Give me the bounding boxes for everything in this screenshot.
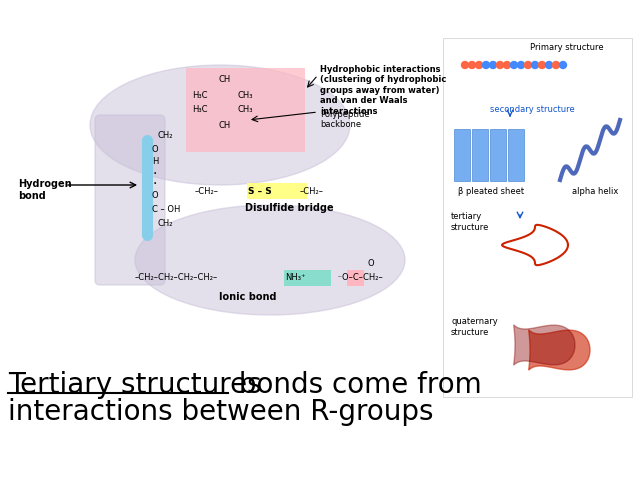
- FancyBboxPatch shape: [284, 270, 331, 286]
- Text: Ionic bond: Ionic bond: [220, 292, 276, 302]
- Text: Hydrophobic interactions
(clustering of hydrophobic
groups away from water)
and : Hydrophobic interactions (clustering of …: [320, 65, 446, 116]
- Text: CH: CH: [219, 75, 231, 84]
- Text: ·: ·: [152, 167, 156, 181]
- Text: ⁻O–C–CH₂–: ⁻O–C–CH₂–: [335, 274, 383, 283]
- Text: C – OH: C – OH: [152, 205, 180, 215]
- Text: Disulfide bridge: Disulfide bridge: [245, 203, 333, 213]
- Text: NH₃⁺: NH₃⁺: [285, 274, 305, 283]
- FancyBboxPatch shape: [454, 129, 470, 181]
- Text: O: O: [152, 145, 159, 155]
- Ellipse shape: [90, 65, 350, 185]
- Circle shape: [525, 61, 531, 69]
- Polygon shape: [529, 330, 590, 370]
- Polygon shape: [514, 325, 575, 365]
- Text: CH₃: CH₃: [237, 106, 253, 115]
- Circle shape: [531, 61, 538, 69]
- Text: –CH₂–: –CH₂–: [195, 187, 219, 195]
- Circle shape: [483, 61, 490, 69]
- Text: Primary structure: Primary structure: [530, 44, 604, 52]
- Text: CH₃: CH₃: [237, 91, 253, 99]
- Text: interactions between R-groups: interactions between R-groups: [8, 398, 433, 426]
- Text: –CH₂–CH₂–CH₂–CH₂–: –CH₂–CH₂–CH₂–CH₂–: [135, 274, 218, 283]
- Text: Tertiary structures: Tertiary structures: [8, 371, 262, 399]
- FancyBboxPatch shape: [443, 38, 632, 397]
- Text: CH₂: CH₂: [158, 219, 173, 228]
- Text: alpha helix: alpha helix: [572, 188, 618, 196]
- Circle shape: [552, 61, 559, 69]
- Circle shape: [461, 61, 468, 69]
- Text: bonds come from: bonds come from: [230, 371, 482, 399]
- Text: secondary structure: secondary structure: [490, 106, 575, 115]
- Circle shape: [511, 61, 518, 69]
- FancyBboxPatch shape: [508, 129, 524, 181]
- FancyBboxPatch shape: [95, 115, 165, 285]
- FancyBboxPatch shape: [347, 270, 364, 286]
- Text: H: H: [152, 157, 158, 167]
- Circle shape: [504, 61, 511, 69]
- Circle shape: [559, 61, 566, 69]
- Text: –CH₂–: –CH₂–: [300, 187, 324, 195]
- FancyBboxPatch shape: [472, 129, 488, 181]
- Text: β pleated sheet: β pleated sheet: [458, 188, 524, 196]
- Text: ·: ·: [152, 177, 156, 191]
- Circle shape: [468, 61, 476, 69]
- Circle shape: [476, 61, 483, 69]
- Circle shape: [545, 61, 552, 69]
- FancyBboxPatch shape: [247, 183, 307, 199]
- Text: CH: CH: [219, 120, 231, 130]
- Text: CH₂: CH₂: [158, 131, 173, 140]
- Text: quaternary
structure: quaternary structure: [451, 317, 498, 336]
- Text: H₃C: H₃C: [192, 91, 208, 99]
- FancyBboxPatch shape: [186, 68, 305, 152]
- Text: Hydrogen
bond: Hydrogen bond: [18, 179, 72, 201]
- Circle shape: [538, 61, 545, 69]
- Text: O: O: [152, 192, 159, 201]
- FancyBboxPatch shape: [490, 129, 506, 181]
- Text: S – S: S – S: [248, 187, 272, 195]
- Circle shape: [518, 61, 525, 69]
- Ellipse shape: [135, 205, 405, 315]
- Text: H₃C: H₃C: [192, 106, 208, 115]
- Text: O: O: [367, 259, 374, 267]
- Text: Polypeptide
backbone: Polypeptide backbone: [320, 110, 370, 130]
- Circle shape: [490, 61, 497, 69]
- Circle shape: [497, 61, 504, 69]
- Text: tertiary
structure: tertiary structure: [451, 212, 490, 232]
